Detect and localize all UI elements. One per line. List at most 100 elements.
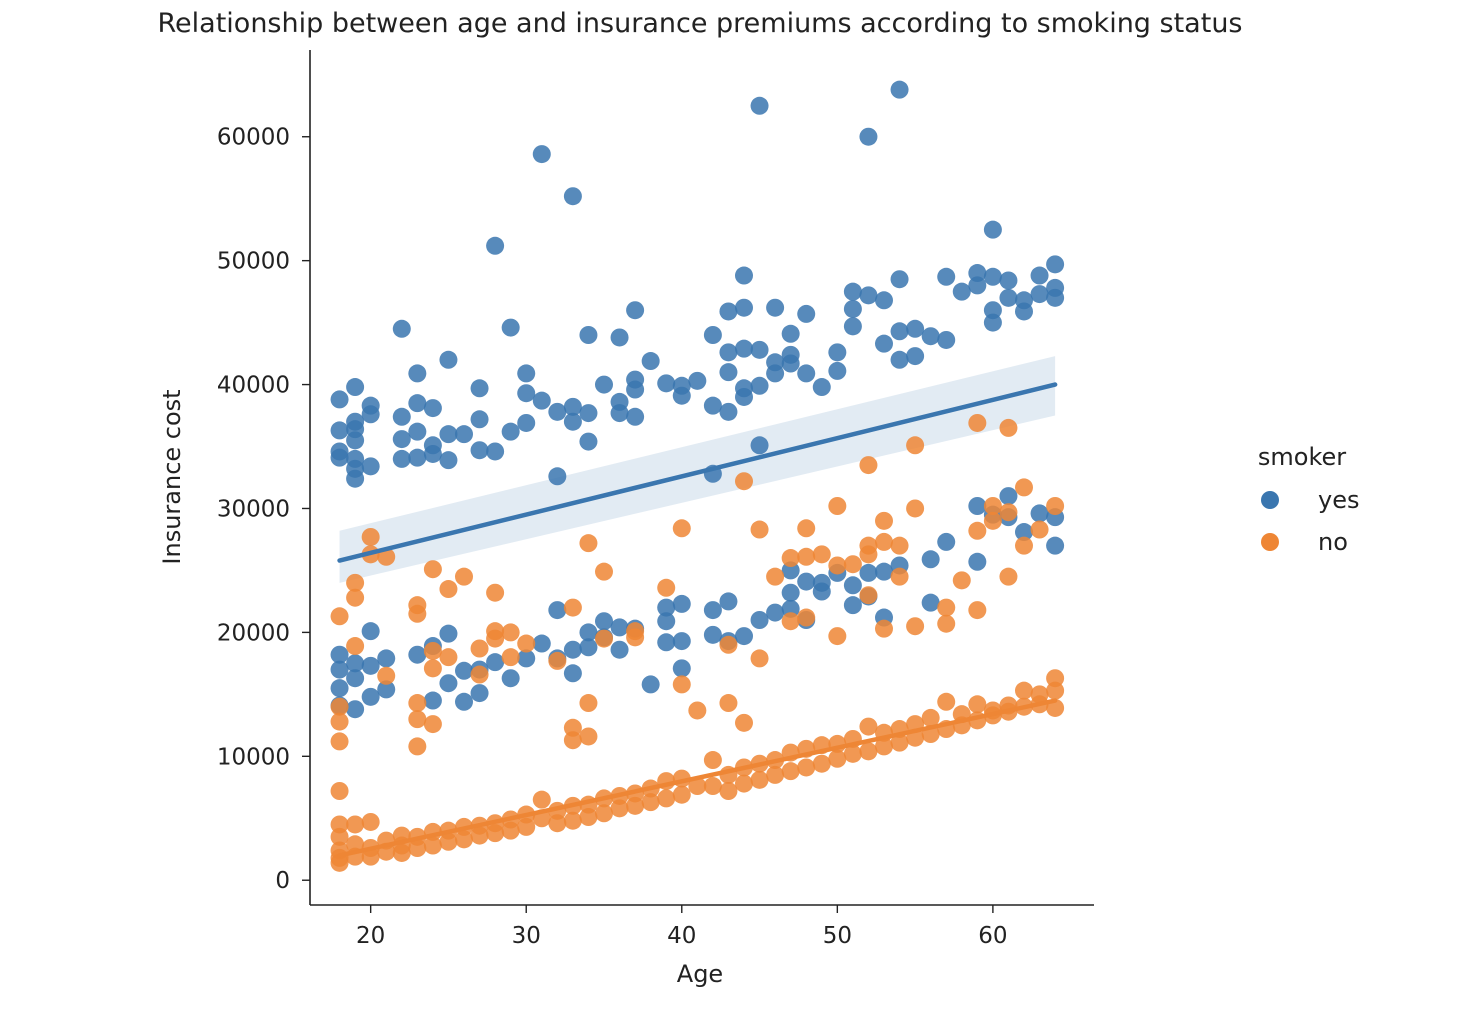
point-no xyxy=(563,718,582,737)
legend-marker-no xyxy=(1261,533,1279,551)
point-no xyxy=(346,573,365,592)
point-no xyxy=(1015,681,1033,700)
point-yes xyxy=(797,304,816,323)
point-yes xyxy=(968,497,987,515)
point-no xyxy=(781,762,800,781)
point-yes xyxy=(672,632,691,651)
point-yes xyxy=(455,425,473,444)
point-yes xyxy=(828,343,847,362)
point-yes xyxy=(657,598,676,617)
point-yes xyxy=(968,264,987,283)
point-yes xyxy=(361,622,380,641)
point-no xyxy=(330,607,349,626)
confidence-bands xyxy=(339,356,1056,583)
point-no xyxy=(999,567,1018,586)
point-no xyxy=(563,731,582,750)
point-no xyxy=(1030,520,1049,539)
point-yes xyxy=(579,404,598,423)
point-yes xyxy=(999,271,1018,290)
point-no xyxy=(703,751,722,770)
point-yes xyxy=(719,302,738,321)
chart-title: Relationship between age and insurance p… xyxy=(158,8,1243,39)
point-yes xyxy=(439,624,458,643)
point-yes xyxy=(330,660,349,679)
point-yes xyxy=(859,563,878,582)
point-yes xyxy=(859,127,878,146)
point-no xyxy=(610,799,629,818)
point-no xyxy=(937,614,956,633)
point-yes xyxy=(688,371,707,390)
point-yes xyxy=(937,532,956,551)
point-yes xyxy=(875,562,893,581)
point-yes xyxy=(330,448,349,467)
point-yes xyxy=(999,288,1018,307)
point-no xyxy=(563,811,582,830)
x-ticks: 20 30 40 50 60 xyxy=(356,905,1008,949)
point-yes xyxy=(781,583,800,602)
y-tick-label: 0 xyxy=(275,868,290,894)
point-yes xyxy=(563,412,582,431)
point-no xyxy=(921,708,940,727)
axes: 20 30 40 50 60 0 10000 20000 30000 40000 50000 600… xyxy=(217,50,1094,949)
point-yes xyxy=(470,379,489,398)
point-no xyxy=(579,534,598,553)
point-no xyxy=(392,843,411,862)
point-yes xyxy=(346,654,365,673)
point-no xyxy=(906,617,925,636)
point-yes xyxy=(392,430,411,449)
legend-title: smoker xyxy=(1258,443,1346,471)
point-yes xyxy=(999,487,1018,506)
point-no xyxy=(408,604,427,623)
plot-area xyxy=(330,80,1065,872)
point-yes xyxy=(408,645,427,664)
point-yes xyxy=(937,267,956,286)
point-yes xyxy=(968,552,987,571)
point-yes xyxy=(392,319,411,338)
point-yes xyxy=(517,649,536,668)
point-yes xyxy=(361,656,380,675)
point-yes xyxy=(579,432,598,451)
point-no xyxy=(423,560,442,579)
point-yes xyxy=(641,352,660,371)
point-yes xyxy=(859,286,878,305)
point-no xyxy=(455,567,473,586)
point-no xyxy=(688,777,707,796)
point-yes xyxy=(579,623,598,642)
point-no xyxy=(766,567,785,586)
point-no xyxy=(361,527,380,546)
point-yes xyxy=(735,387,753,406)
point-no xyxy=(626,628,645,647)
point-no xyxy=(999,503,1018,522)
point-no xyxy=(766,765,785,784)
point-no xyxy=(781,549,800,568)
point-yes xyxy=(548,467,567,486)
point-yes xyxy=(672,594,691,613)
point-yes xyxy=(486,442,505,461)
point-yes xyxy=(377,680,396,699)
point-no xyxy=(579,694,598,713)
point-yes xyxy=(766,298,785,317)
point-yes xyxy=(1030,504,1049,523)
point-no xyxy=(346,815,365,834)
point-yes xyxy=(439,451,458,470)
point-no xyxy=(361,812,380,831)
point-no xyxy=(750,520,769,539)
point-no xyxy=(875,737,893,756)
point-no xyxy=(797,608,816,627)
point-yes xyxy=(486,236,505,255)
point-no xyxy=(501,821,520,840)
point-yes xyxy=(610,640,629,659)
point-no xyxy=(812,754,831,773)
point-yes xyxy=(392,407,411,426)
point-no xyxy=(890,733,909,752)
point-yes xyxy=(781,561,800,580)
point-yes xyxy=(330,679,349,698)
point-no xyxy=(719,782,738,800)
point-no xyxy=(517,634,536,653)
x-tick-label: 20 xyxy=(356,923,385,949)
point-yes xyxy=(906,319,925,338)
point-yes xyxy=(439,350,458,369)
point-yes xyxy=(657,374,676,393)
point-yes xyxy=(781,324,800,343)
